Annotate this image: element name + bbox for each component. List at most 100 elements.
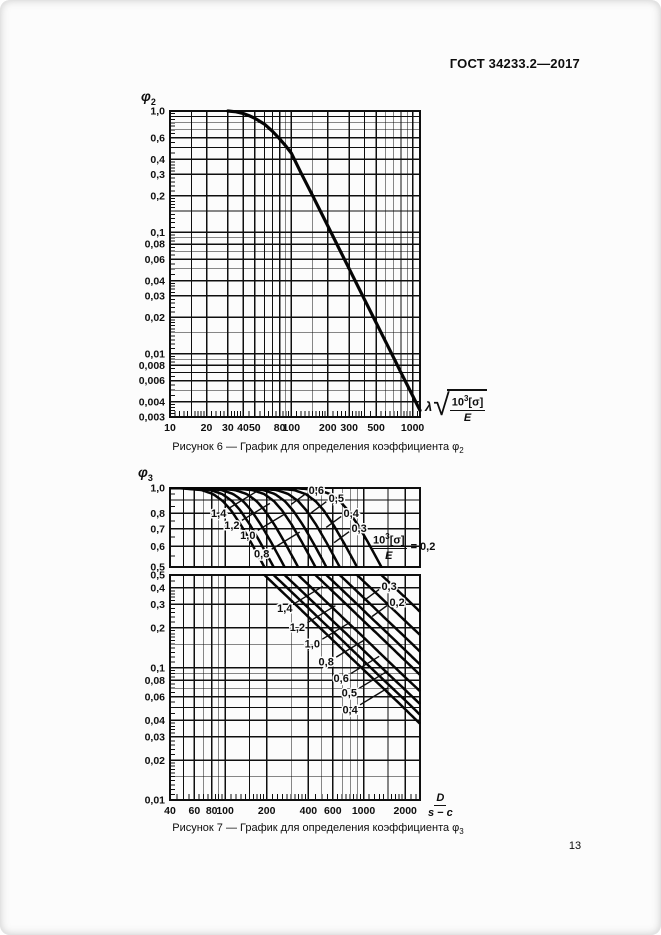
fraction-denominator: s − c [428,807,453,820]
svg-text:1,2: 1,2 [224,520,239,532]
curve-label-1,2: 1,2 [223,502,271,533]
svg-text:0,006: 0,006 [139,375,165,387]
figure7-caption-text: Рисунок 7 — График для определения коэфф… [172,822,460,834]
svg-text:50: 50 [249,422,261,434]
svg-text:100: 100 [283,422,301,434]
figure7-panel-0-curves [170,487,384,568]
phi-symbol: φ [141,88,151,104]
svg-text:0,4: 0,4 [342,704,358,716]
svg-text:2000: 2000 [394,805,418,817]
figure6-curve-phi2 [226,109,422,412]
figure6-x-axis-title: λ √ 103[σ] E [425,388,488,425]
svg-text:1,0: 1,0 [305,639,320,651]
curve-label-0,2: 0,2 [371,596,406,618]
phi-subscript: 2 [150,96,156,107]
num-sigma: [σ] [389,534,405,547]
svg-text:80: 80 [274,422,286,434]
num-base: 10 [451,397,464,409]
svg-text:40: 40 [164,805,176,817]
sigma-over-E-fraction: 103[σ] E [371,532,407,562]
svg-text:0,003: 0,003 [139,412,165,424]
svg-text:100: 100 [216,805,234,817]
lambda-symbol: λ [425,399,433,415]
figure7-panel-1-curves [261,574,421,725]
svg-text:80: 80 [206,805,218,817]
svg-text:0,6: 0,6 [150,541,165,553]
svg-text:0,008: 0,008 [139,360,165,372]
svg-text:0,6: 0,6 [150,133,165,145]
curve-label-1,2: 1,2 [288,605,336,636]
figure7-parameter-annotation: 103[σ] E = 0,2 [371,532,436,562]
radicand: 103[σ] E [446,389,488,425]
svg-text:1,2: 1,2 [290,622,305,634]
curve-label-1,4: 1,4 [276,585,324,616]
fraction-numerator: 103[σ] [371,532,407,549]
svg-text:0,2: 0,2 [150,191,165,203]
fraction-numerator: 103[σ] [449,394,486,412]
svg-text:0,02: 0,02 [145,312,166,324]
figure6-caption-sub: 2 [459,446,464,456]
svg-text:0,004: 0,004 [139,397,165,409]
curve-label-0,5: 0,5 [340,670,388,701]
svg-text:0,4: 0,4 [150,154,165,166]
annotation-value: = 0,2 [410,541,436,554]
fraction-denominator: E [385,549,393,562]
svg-text:30: 30 [222,422,234,434]
curve-label-0,8: 0,8 [317,639,365,670]
svg-text:1000: 1000 [352,805,376,817]
fraction-denominator: E [463,412,472,425]
svg-text:1,4: 1,4 [211,508,227,520]
num-exponent: 3 [385,532,390,541]
svg-text:300: 300 [340,422,358,434]
svg-text:0,06: 0,06 [145,254,166,266]
svg-text:200: 200 [319,422,337,434]
figure7-caption-sub: 3 [459,827,464,837]
svg-text:20: 20 [201,422,213,434]
curve-label-0,3: 0,3 [333,522,368,544]
phi-subscript: 3 [147,472,153,483]
curve-label-0,6: 0,6 [290,483,325,505]
svg-text:0,01: 0,01 [145,348,166,360]
figure6-caption-text: Рисунок 6 — График для определения коэфф… [172,441,460,453]
svg-text:0,02: 0,02 [145,755,166,767]
svg-text:1000: 1000 [401,422,425,434]
svg-text:0,08: 0,08 [145,675,166,687]
svg-text:0,5: 0,5 [342,688,357,700]
svg-text:0,8: 0,8 [254,549,269,561]
svg-text:40: 40 [237,422,249,434]
curve-label-1,4: 1,4 [210,490,258,521]
svg-text:0,08: 0,08 [145,239,166,251]
num-base: 10 [373,534,386,547]
svg-text:0,04: 0,04 [145,715,166,727]
figure6-tick-labels: 1,0 0,6 0,4 0,3 0,2 0,10,08 0,06 0,04 0,03 0,02 0,… [139,106,425,434]
curve-label-0,3: 0,3 [363,579,398,601]
figure6-caption: Рисунок 6 — График для определения коэфф… [90,441,546,455]
fraction-numerator: D [434,792,447,807]
svg-text:400: 400 [300,805,318,817]
svg-text:0,3: 0,3 [150,169,165,181]
svg-text:1,0: 1,0 [150,483,165,495]
figure6-y-axis-symbol: φ2 [141,88,156,107]
svg-text:1,0: 1,0 [150,106,165,118]
radical-sign: √ [433,388,450,422]
curve-label-0,5: 0,5 [310,492,345,514]
svg-text:0,2: 0,2 [389,597,404,609]
num-exponent: 3 [463,394,469,404]
svg-text:0,8: 0,8 [150,508,165,520]
num-sigma: [σ] [468,397,484,409]
svg-text:0,3: 0,3 [351,523,366,535]
figure7-y-axis-symbol: φ3 [138,464,153,483]
figure7-panel-0-tick-labels: 1,0 0,8 0,7 0,6 0,5 [150,483,165,574]
svg-text:1,4: 1,4 [277,603,293,615]
svg-text:0,3: 0,3 [150,599,165,611]
svg-text:0,4: 0,4 [150,583,165,595]
curve-label-1,0: 1,0 [239,512,287,543]
page-number: 13 [568,840,582,852]
svg-text:0,03: 0,03 [145,732,166,744]
figure7-panel-1-tick-labels: 0,50,4 0,3 0,2 0,10,08 0,06 0,04 0,03 0,02 0,01 [145,570,166,807]
svg-text:0,5: 0,5 [329,493,344,505]
curve-label-0,4: 0,4 [341,687,389,718]
